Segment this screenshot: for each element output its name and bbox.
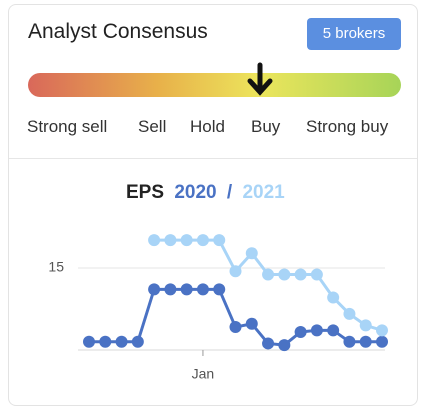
scale-label: Strong sell bbox=[27, 117, 108, 136]
data-point bbox=[294, 325, 307, 338]
data-point bbox=[294, 268, 307, 281]
data-point bbox=[376, 335, 388, 348]
data-point bbox=[376, 324, 388, 337]
scale-label: Buy bbox=[251, 117, 281, 136]
data-point bbox=[343, 307, 356, 320]
divider bbox=[9, 158, 417, 159]
data-point bbox=[115, 335, 128, 348]
title-series: 2021 bbox=[242, 182, 285, 203]
data-point bbox=[359, 319, 372, 332]
data-point bbox=[148, 283, 161, 296]
data-point bbox=[148, 234, 161, 247]
data-point bbox=[343, 335, 356, 348]
data-point bbox=[164, 234, 177, 247]
data-point bbox=[213, 234, 226, 247]
x-tick-label: Jan bbox=[192, 366, 215, 382]
data-point bbox=[262, 337, 275, 350]
data-point bbox=[278, 339, 291, 352]
data-point bbox=[83, 335, 95, 348]
brokers-badge[interactable]: 5 brokers bbox=[307, 18, 401, 50]
data-point bbox=[245, 317, 258, 330]
data-point bbox=[310, 324, 323, 337]
data-point bbox=[196, 234, 209, 247]
scale-label: Strong buy bbox=[306, 117, 389, 136]
data-point bbox=[327, 324, 340, 337]
data-point bbox=[359, 335, 372, 348]
data-point bbox=[262, 268, 275, 281]
data-point bbox=[213, 283, 226, 296]
data-point bbox=[180, 283, 193, 296]
scale-label: Sell bbox=[138, 117, 167, 136]
data-point bbox=[99, 335, 112, 348]
data-point bbox=[278, 268, 291, 281]
scale-label: Hold bbox=[190, 117, 225, 136]
title-eps: EPS bbox=[126, 182, 164, 203]
consensus-card: Analyst Consensus 5 brokers Strong sell … bbox=[8, 4, 418, 406]
data-point bbox=[180, 234, 193, 247]
data-point bbox=[196, 283, 209, 296]
data-point bbox=[245, 247, 258, 260]
data-point bbox=[131, 335, 144, 348]
title-series: 2020 bbox=[174, 182, 216, 203]
data-point bbox=[310, 268, 323, 281]
data-point bbox=[327, 291, 340, 304]
consensus-gradient bbox=[28, 73, 401, 97]
title-sep: / bbox=[227, 182, 233, 203]
card-title: Analyst Consensus bbox=[28, 20, 208, 43]
y-tick-label: 15 bbox=[48, 259, 64, 275]
data-point bbox=[164, 283, 177, 296]
chart-title: EPS 2020 / 2021 bbox=[126, 182, 285, 203]
data-point bbox=[229, 321, 242, 334]
data-point bbox=[229, 265, 242, 278]
consensus-arrow bbox=[247, 62, 273, 96]
